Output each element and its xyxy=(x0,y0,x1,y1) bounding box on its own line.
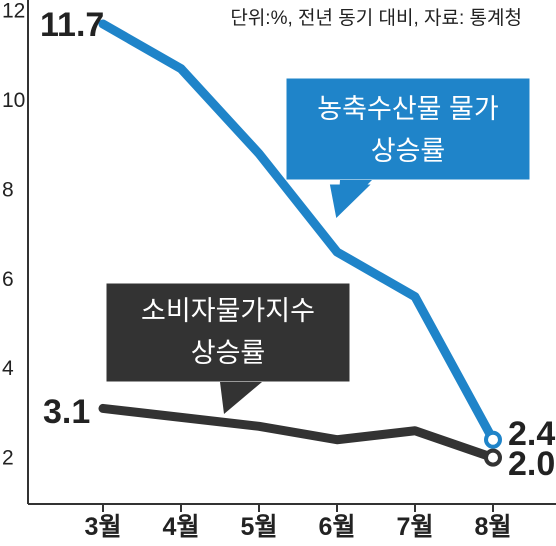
callout-black-box xyxy=(101,278,355,387)
callout-black-pointer xyxy=(220,382,262,414)
source-note: 단위:%, 전년 동기 대비, 자료: 통계청 xyxy=(230,7,522,29)
y-tick-labels: 2 4 6 8 10 12 xyxy=(2,0,25,470)
label-blue-start: 11.7 xyxy=(40,6,104,44)
callout-blue-line1: 농축수산물 물가 xyxy=(317,94,498,124)
x-tick-label: 3월 xyxy=(85,513,122,541)
y-tick-label: 10 xyxy=(2,89,25,112)
label-black-end: 2.0 xyxy=(508,445,555,483)
series-group xyxy=(98,19,502,467)
label-blue-end: 2.4 xyxy=(508,415,555,453)
x-tick-label: 5월 xyxy=(241,513,278,541)
x-tick-label: 7월 xyxy=(397,513,434,541)
x-tick-label: 6월 xyxy=(319,513,356,541)
callout-black-line1: 소비자물가지수 xyxy=(141,296,315,326)
y-tick-label: 2 xyxy=(2,447,14,470)
callout-blue-box xyxy=(281,73,535,185)
y-tick-label: 4 xyxy=(2,357,14,380)
data-point xyxy=(484,430,502,449)
x-tick-label: 8월 xyxy=(475,513,512,541)
callout-black-line2: 상승률 xyxy=(191,338,266,368)
data-point xyxy=(484,448,502,467)
callout-black: 소비자물가지수 상승률 xyxy=(101,278,355,414)
label-black-start: 3.1 xyxy=(43,393,90,431)
callout-blue-line2: 상승률 xyxy=(371,136,446,166)
series-line-agri xyxy=(98,19,498,445)
y-tick-label: 12 xyxy=(2,0,25,23)
y-tick-label: 8 xyxy=(2,178,14,201)
callout-blue: 농축수산물 물가 상승률 xyxy=(281,73,535,224)
series-line-cpi xyxy=(98,403,498,463)
y-tick-label: 6 xyxy=(2,268,14,291)
x-tick-labels: 3월 4월 5월 6월 7월 8월 xyxy=(85,504,512,541)
x-tick-label: 4월 xyxy=(163,513,200,541)
